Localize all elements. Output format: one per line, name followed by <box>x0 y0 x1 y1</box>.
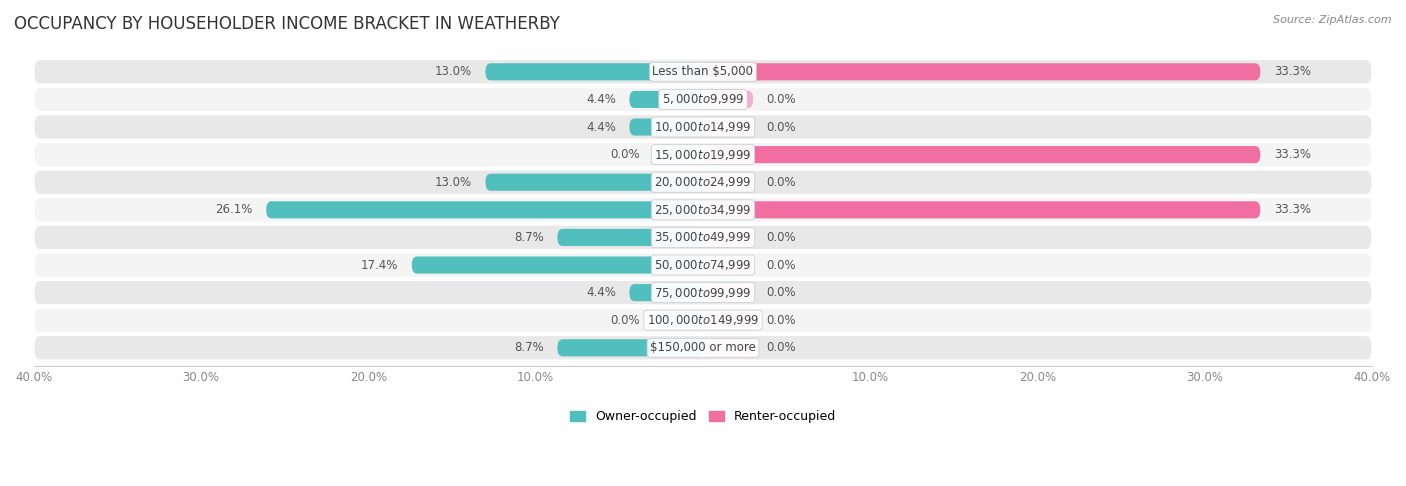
Text: $5,000 to $9,999: $5,000 to $9,999 <box>662 92 744 106</box>
FancyBboxPatch shape <box>703 257 754 274</box>
Text: $15,000 to $19,999: $15,000 to $19,999 <box>654 148 752 162</box>
Text: Less than $5,000: Less than $5,000 <box>652 65 754 78</box>
FancyBboxPatch shape <box>34 252 1372 278</box>
Text: 0.0%: 0.0% <box>766 286 796 299</box>
FancyBboxPatch shape <box>34 197 1372 223</box>
Text: 0.0%: 0.0% <box>766 314 796 327</box>
FancyBboxPatch shape <box>266 201 703 218</box>
Text: $75,000 to $99,999: $75,000 to $99,999 <box>654 286 752 300</box>
FancyBboxPatch shape <box>703 312 754 329</box>
FancyBboxPatch shape <box>34 87 1372 112</box>
Text: 0.0%: 0.0% <box>766 231 796 244</box>
FancyBboxPatch shape <box>34 114 1372 139</box>
Text: 4.4%: 4.4% <box>586 286 616 299</box>
Text: 0.0%: 0.0% <box>766 341 796 354</box>
FancyBboxPatch shape <box>703 63 1260 80</box>
FancyBboxPatch shape <box>485 174 703 191</box>
Text: 17.4%: 17.4% <box>361 259 398 272</box>
FancyBboxPatch shape <box>34 280 1372 305</box>
FancyBboxPatch shape <box>703 91 754 108</box>
FancyBboxPatch shape <box>703 229 754 246</box>
Text: $50,000 to $74,999: $50,000 to $74,999 <box>654 258 752 272</box>
Text: 0.0%: 0.0% <box>766 259 796 272</box>
FancyBboxPatch shape <box>557 339 703 356</box>
Text: $10,000 to $14,999: $10,000 to $14,999 <box>654 120 752 134</box>
Text: 8.7%: 8.7% <box>515 341 544 354</box>
FancyBboxPatch shape <box>703 284 754 301</box>
FancyBboxPatch shape <box>557 229 703 246</box>
Text: Source: ZipAtlas.com: Source: ZipAtlas.com <box>1274 15 1392 25</box>
Text: $25,000 to $34,999: $25,000 to $34,999 <box>654 203 752 217</box>
Text: 8.7%: 8.7% <box>515 231 544 244</box>
Text: 0.0%: 0.0% <box>766 121 796 134</box>
Text: 0.0%: 0.0% <box>610 148 640 161</box>
Text: 33.3%: 33.3% <box>1274 203 1310 216</box>
FancyBboxPatch shape <box>630 91 703 108</box>
Text: 4.4%: 4.4% <box>586 93 616 106</box>
FancyBboxPatch shape <box>630 284 703 301</box>
Text: 13.0%: 13.0% <box>434 65 472 78</box>
FancyBboxPatch shape <box>34 335 1372 361</box>
Text: 33.3%: 33.3% <box>1274 65 1310 78</box>
FancyBboxPatch shape <box>485 63 703 80</box>
FancyBboxPatch shape <box>703 339 754 356</box>
FancyBboxPatch shape <box>34 225 1372 250</box>
FancyBboxPatch shape <box>703 146 1260 163</box>
Text: OCCUPANCY BY HOUSEHOLDER INCOME BRACKET IN WEATHERBY: OCCUPANCY BY HOUSEHOLDER INCOME BRACKET … <box>14 15 560 33</box>
FancyBboxPatch shape <box>34 59 1372 85</box>
Text: 0.0%: 0.0% <box>766 93 796 106</box>
Text: 13.0%: 13.0% <box>434 176 472 189</box>
FancyBboxPatch shape <box>34 308 1372 333</box>
FancyBboxPatch shape <box>703 174 754 191</box>
FancyBboxPatch shape <box>703 201 1260 218</box>
FancyBboxPatch shape <box>652 312 703 329</box>
Text: $20,000 to $24,999: $20,000 to $24,999 <box>654 175 752 189</box>
FancyBboxPatch shape <box>652 146 703 163</box>
Text: 26.1%: 26.1% <box>215 203 253 216</box>
Text: $35,000 to $49,999: $35,000 to $49,999 <box>654 230 752 244</box>
Legend: Owner-occupied, Renter-occupied: Owner-occupied, Renter-occupied <box>565 405 841 428</box>
Text: 0.0%: 0.0% <box>766 176 796 189</box>
Text: $100,000 to $149,999: $100,000 to $149,999 <box>647 313 759 327</box>
Text: 0.0%: 0.0% <box>610 314 640 327</box>
FancyBboxPatch shape <box>34 142 1372 167</box>
Text: $150,000 or more: $150,000 or more <box>650 341 756 354</box>
FancyBboxPatch shape <box>412 257 703 274</box>
Text: 4.4%: 4.4% <box>586 121 616 134</box>
Text: 33.3%: 33.3% <box>1274 148 1310 161</box>
FancyBboxPatch shape <box>34 170 1372 195</box>
FancyBboxPatch shape <box>703 119 754 136</box>
FancyBboxPatch shape <box>630 119 703 136</box>
